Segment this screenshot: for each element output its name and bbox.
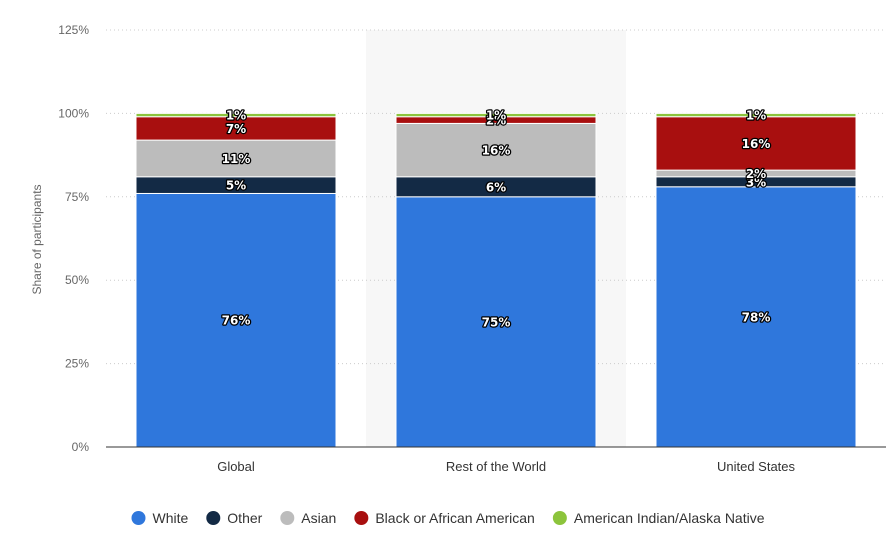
data-label-global-asian: 11% — [222, 152, 251, 166]
legend-label-asian: Asian — [301, 510, 336, 526]
legend-marker-white — [131, 511, 146, 525]
y-axis-title: Share of participants — [30, 184, 44, 294]
bar-united-states-white[interactable] — [655, 186, 857, 448]
bar-global-asian[interactable] — [135, 139, 337, 178]
y-tick-label: 75% — [65, 190, 89, 204]
data-label-rest-of-the-world-other: 6% — [486, 180, 506, 194]
data-label-rest-of-the-world-black-or-african-american: 2% — [486, 114, 506, 128]
data-label-united-states-black-or-african-american: 16% — [742, 137, 771, 151]
y-tick-label: 50% — [65, 273, 89, 287]
legend-marker-black-or-african-american — [354, 511, 369, 525]
x-tick-label-united-states: United States — [717, 459, 796, 474]
legend-label-white: White — [152, 510, 188, 526]
legend-marker-other — [206, 511, 221, 525]
data-label-global-american-indian-alaska-native: 1% — [226, 109, 246, 123]
data-label-united-states-american-indian-alaska-native: 1% — [746, 109, 766, 123]
data-label-united-states-other: 3% — [746, 175, 766, 189]
y-tick-label: 100% — [58, 106, 89, 120]
y-tick-label: 125% — [58, 23, 89, 37]
legend-label-american-indian-alaska-native: American Indian/Alaska Native — [574, 510, 765, 526]
legend-item-other[interactable]: Other — [206, 510, 263, 526]
y-tick-label: 0% — [72, 440, 90, 454]
bar-united-states-american-indian-alaska-native[interactable] — [655, 112, 857, 118]
y-tick-label: 25% — [65, 357, 89, 371]
legend-marker-american-indian-alaska-native — [552, 511, 567, 525]
legend-item-american-indian-alaska-native[interactable]: American Indian/Alaska Native — [552, 510, 765, 526]
bar-rest-of-the-world-white[interactable] — [395, 196, 597, 448]
bar-global-american-indian-alaska-native[interactable] — [135, 112, 337, 118]
data-label-united-states-white: 78% — [742, 310, 771, 324]
x-tick-label-rest-of-the-world: Rest of the World — [446, 459, 546, 474]
data-label-rest-of-the-world-american-indian-alaska-native: 1% — [486, 109, 506, 123]
data-label-global-white: 76% — [222, 314, 251, 328]
legend-label-other: Other — [227, 510, 262, 526]
legend-item-black-or-african-american[interactable]: Black or African American — [354, 510, 535, 526]
legend-label-black-or-african-american: Black or African American — [375, 510, 535, 526]
legend-item-asian[interactable]: Asian — [280, 510, 336, 526]
legend-marker-asian — [280, 511, 295, 525]
data-label-united-states-asian: 2% — [746, 167, 766, 181]
data-label-rest-of-the-world-white: 75% — [482, 315, 511, 329]
bar-rest-of-the-world-american-indian-alaska-native[interactable] — [395, 112, 597, 118]
data-label-rest-of-the-world-asian: 16% — [482, 144, 511, 158]
bar-global-white[interactable] — [135, 192, 337, 448]
x-tick-label-global: Global — [217, 459, 255, 474]
data-label-global-black-or-african-american: 7% — [226, 122, 246, 136]
data-label-global-other: 5% — [226, 179, 246, 193]
legend-item-white[interactable]: White — [131, 510, 188, 526]
